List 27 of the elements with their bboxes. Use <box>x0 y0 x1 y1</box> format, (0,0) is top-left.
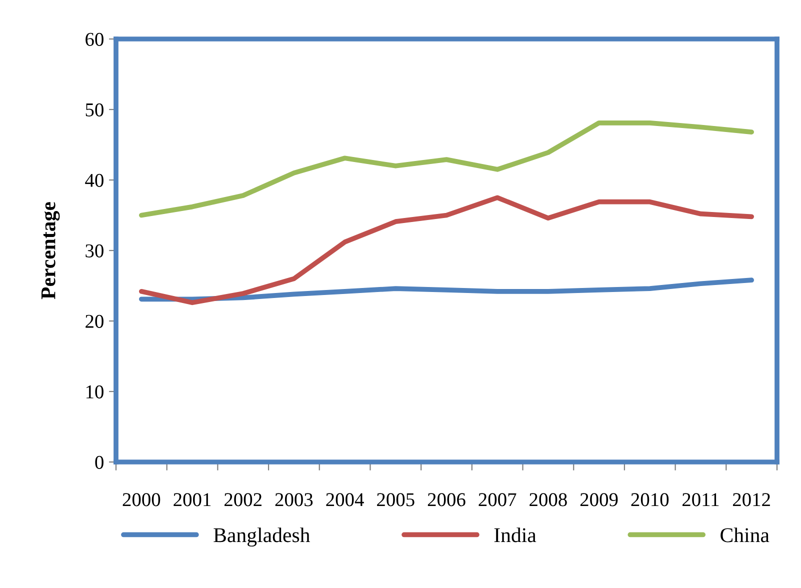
y-tick-label: 30 <box>86 244 104 258</box>
y-axis-title: Percentage <box>42 202 60 300</box>
y-tick-label: 60 <box>86 32 104 46</box>
legend-label: China <box>720 528 770 542</box>
x-tick-label: 2005 <box>377 493 414 506</box>
y-tick-label: 20 <box>86 314 104 328</box>
y-tick-label: 50 <box>86 103 104 116</box>
x-tick-label: 2010 <box>631 493 669 506</box>
x-tick-label: 2002 <box>224 493 262 506</box>
line-series <box>138 120 754 218</box>
x-tick-label: 2008 <box>530 493 567 506</box>
x-tick-label: 2001 <box>174 493 211 506</box>
x-tick-label: 2009 <box>580 493 618 506</box>
x-tick-label: 2007 <box>478 493 516 506</box>
y-tick-label: 10 <box>86 385 104 398</box>
x-tick-label: 2011 <box>682 493 719 506</box>
x-tick-label: 2003 <box>275 493 313 506</box>
line-series <box>138 195 754 306</box>
x-tick-label: 2000 <box>122 493 160 506</box>
y-tick-label: 40 <box>85 174 104 187</box>
y-tick-label: 0 <box>95 456 104 469</box>
x-tick-label: 2006 <box>428 493 466 506</box>
line-series <box>138 278 754 302</box>
legend-label: Bangladesh <box>214 528 310 547</box>
legend-label: India <box>494 528 536 542</box>
x-tick-label: 2004 <box>326 493 364 506</box>
x-tick-label: 2012 <box>732 493 770 506</box>
